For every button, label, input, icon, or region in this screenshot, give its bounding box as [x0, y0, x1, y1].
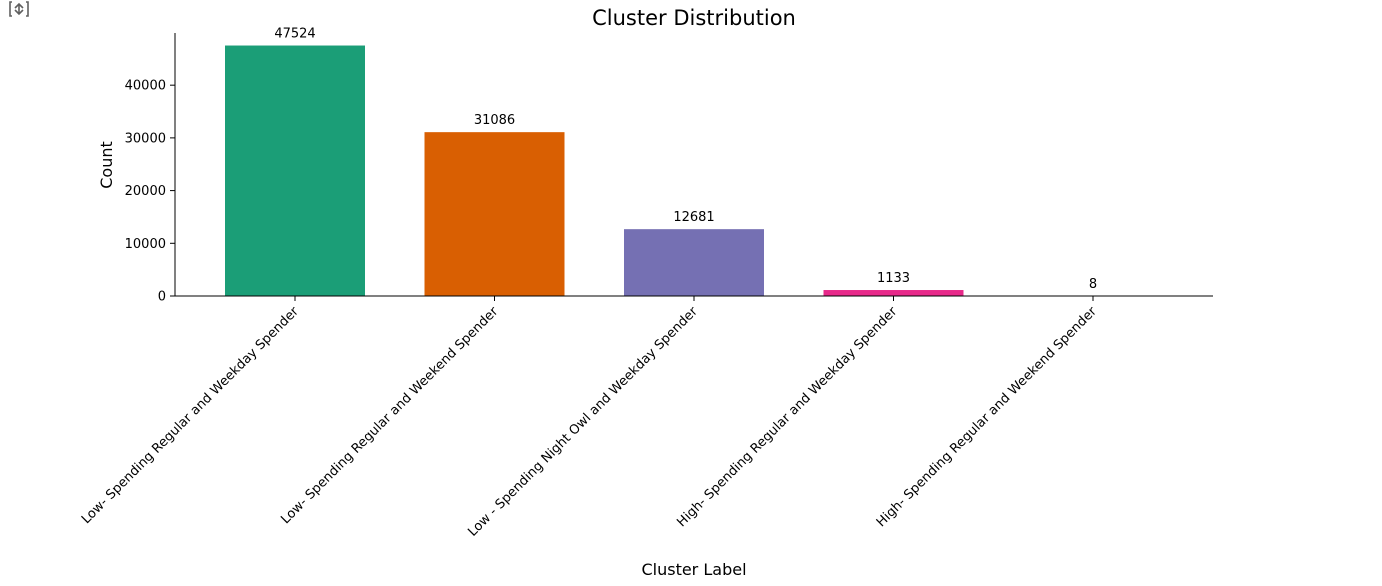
bar-value-label: 1133 [877, 271, 910, 286]
bar-value-label: 8 [1089, 277, 1097, 292]
x-tick-label: High- Spending Regular and Weekend Spend… [874, 304, 1100, 530]
x-tick-label: Low- Spending Regular and Weekday Spende… [79, 304, 302, 527]
bar-value-label: 31086 [474, 113, 515, 128]
bar [225, 45, 365, 297]
chart-title: Cluster Distribution [592, 6, 796, 30]
y-tick-label: 0 [158, 290, 166, 305]
bar [424, 132, 565, 296]
bar-value-label: 12681 [673, 210, 714, 225]
x-axis-title: Cluster Label [641, 560, 746, 579]
y-tick-label: 40000 [125, 79, 166, 94]
x-tick-label: High- Spending Regular and Weekday Spend… [674, 304, 900, 530]
bar-value-label: 47524 [274, 27, 315, 42]
expand-output-icon[interactable] [8, 0, 30, 18]
bar [823, 290, 964, 296]
x-tick-label: Low - Spending Night Owl and Weekday Spe… [465, 304, 701, 540]
y-axis-title: Count [97, 141, 116, 189]
y-tick-label: 20000 [125, 184, 166, 199]
plot-area: 0 10000 20000 30000 40000 47524 Low- Spending … [79, 27, 1163, 540]
bar [624, 229, 764, 296]
x-tick-label: Low- Spending Regular and Weekend Spende… [278, 304, 501, 527]
y-tick-label: 10000 [125, 237, 166, 252]
y-tick-label: 30000 [125, 131, 166, 146]
